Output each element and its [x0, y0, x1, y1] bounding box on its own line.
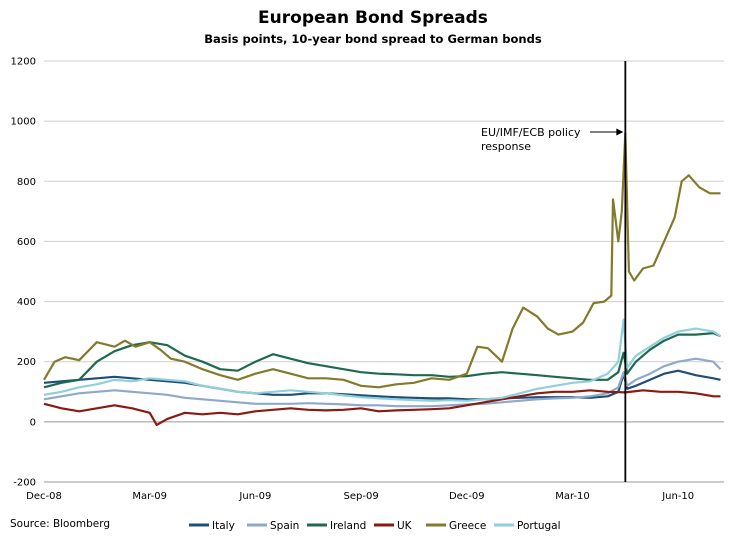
y-tick-label: 600 — [17, 237, 36, 248]
y-tick-label: 400 — [17, 297, 36, 308]
legend-label-greece: Greece — [449, 520, 486, 532]
source-note: Source: Bloomberg — [10, 518, 111, 530]
y-tick-label: 0 — [30, 417, 36, 428]
y-tick-label: 1200 — [11, 57, 36, 68]
series-line-portugal — [43, 318, 722, 402]
arrow-head-icon — [616, 128, 624, 136]
annotation-line2: response — [481, 140, 531, 153]
x-tick-label: Mar-10 — [555, 491, 590, 502]
legend-label-spain: Spain — [270, 520, 299, 532]
y-tick-label: 800 — [17, 177, 36, 188]
x-tick-label: Sep-09 — [344, 491, 379, 502]
legend: Italy Spain Ireland UK Greece Portugal — [189, 520, 561, 532]
legend-label-portugal: Portugal — [517, 520, 561, 532]
y-tick-label: 200 — [17, 357, 36, 368]
y-tick-label: 1000 — [11, 117, 36, 128]
x-tick-label: Dec-09 — [449, 491, 485, 502]
annotation-line1: EU/IMF/ECB policy — [481, 126, 581, 139]
series-line-ireland — [43, 332, 721, 389]
y-axis: -200 0 200 400 600 800 1000 1200 — [11, 57, 36, 489]
grid-lines — [44, 60, 724, 483]
x-tick-label: Jun-09 — [238, 491, 271, 502]
series-line-spain — [43, 357, 722, 408]
series-lines — [43, 132, 722, 426]
legend-label-italy: Italy — [212, 520, 235, 532]
legend-label-uk: UK — [397, 520, 413, 532]
x-tick-label: Mar-09 — [132, 491, 167, 502]
x-axis: Dec-08 Mar-09 Jun-09 Sep-09 Dec-09 Mar-10 Jun-… — [26, 481, 724, 502]
y-tick-label: -200 — [13, 478, 36, 489]
legend-label-ireland: Ireland — [330, 520, 366, 532]
x-tick-label: Dec-08 — [26, 491, 62, 502]
series-line-uk — [43, 389, 721, 426]
chart-subtitle: Basis points, 10-year bond spread to Ger… — [204, 32, 542, 46]
series-line-italy — [43, 369, 721, 401]
series-line-greece — [43, 132, 721, 389]
chart-title: European Bond Spreads — [258, 8, 488, 28]
x-tick-label: Jun-10 — [661, 491, 694, 502]
